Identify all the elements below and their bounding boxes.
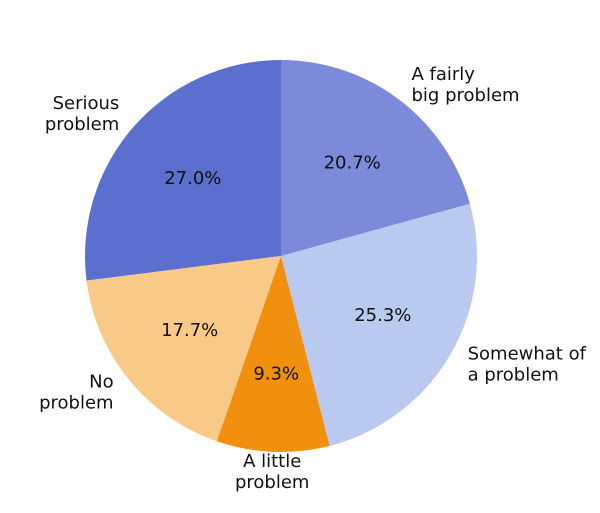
pct-label-somewhat-of-a-problem: 25.3% bbox=[354, 305, 411, 326]
pie-slice-somewhat-of-a-problem bbox=[281, 203, 477, 446]
pie-slice-no-problem bbox=[86, 256, 281, 442]
pie-labels: Serious problem 27.0% No problem 17.7% A littl… bbox=[39, 64, 586, 493]
pie-slices bbox=[85, 60, 477, 452]
pie-slice-a-fairly-big-problem bbox=[281, 60, 470, 256]
slice-label-a-fairly-big-problem: A fairly big problem bbox=[412, 64, 520, 106]
pct-label-a-little-problem: 9.3% bbox=[253, 364, 299, 385]
slice-label-somewhat-of-a-problem: Somewhat of a problem bbox=[468, 344, 587, 386]
pie-slice-a-little-problem bbox=[216, 256, 330, 452]
slice-label-no-problem: No problem bbox=[39, 371, 113, 413]
slice-label-a-little-problem: A little problem bbox=[235, 451, 309, 493]
pct-label-serious-problem: 27.0% bbox=[164, 168, 221, 189]
pie-slice-serious-problem bbox=[85, 60, 281, 281]
pct-label-no-problem: 17.7% bbox=[161, 320, 218, 341]
slice-label-serious-problem: Serious problem bbox=[45, 93, 119, 135]
pct-label-a-fairly-big-problem: 20.7% bbox=[324, 152, 381, 173]
